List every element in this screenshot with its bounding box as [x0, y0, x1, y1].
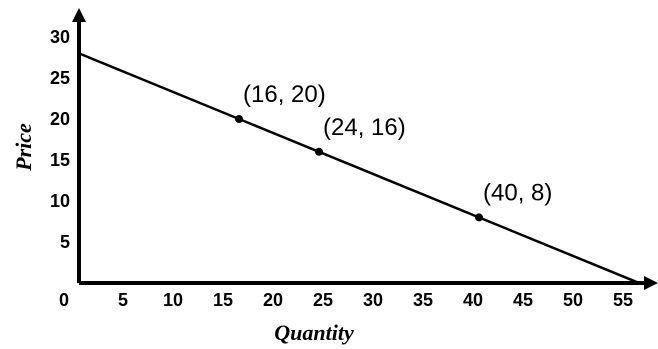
- x-tick-label: 30: [363, 290, 383, 310]
- data-point-label: (40, 8): [483, 179, 552, 206]
- axes: [72, 8, 658, 290]
- x-tick-label: 55: [613, 290, 633, 310]
- y-axis-title: Price: [11, 123, 36, 172]
- y-tick-label: 15: [50, 150, 70, 170]
- data-point-label: (16, 20): [243, 81, 326, 108]
- data-point: [315, 147, 323, 156]
- data-point: [475, 213, 483, 222]
- x-tick-label: 40: [463, 290, 483, 310]
- series-layer: [78, 52, 640, 285]
- x-axis-title: Quantity: [274, 320, 354, 345]
- data-point-label: (24, 16): [323, 114, 406, 141]
- y-tick-label: 30: [50, 27, 70, 47]
- points-layer: (16, 20) (24, 16) (40, 8): [235, 81, 552, 222]
- demand-line: [78, 52, 640, 285]
- y-tick-label: 10: [50, 191, 70, 211]
- y-tick-label: 5: [60, 232, 70, 252]
- x-tick-label: 25: [313, 290, 333, 310]
- data-point: [235, 115, 243, 123]
- y-tick-label: 25: [50, 68, 70, 88]
- x-tick-label: 20: [263, 290, 283, 310]
- y-axis-arrow-icon: [72, 8, 86, 22]
- x-tick-label: 45: [513, 290, 533, 310]
- x-tick-label: 0: [59, 290, 69, 310]
- y-tick-labels: 5 10 15 20 25 30: [50, 27, 70, 252]
- x-tick-label: 35: [413, 290, 433, 310]
- x-tick-label: 15: [213, 290, 233, 310]
- x-tick-label: 50: [563, 290, 583, 310]
- x-axis-arrow-icon: [644, 276, 658, 290]
- x-tick-label: 10: [163, 290, 183, 310]
- x-tick-label: 5: [118, 290, 128, 310]
- y-tick-label: 20: [50, 109, 70, 129]
- x-tick-labels: 0 5 10 15 20 25 30 35 40 45 50 55: [59, 290, 633, 310]
